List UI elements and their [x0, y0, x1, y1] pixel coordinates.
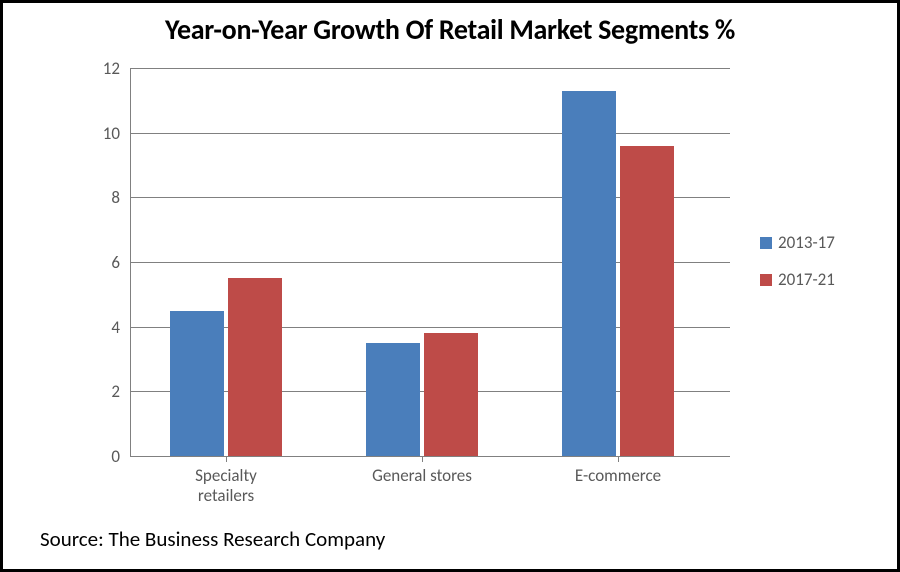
y-tick-label: 0 — [80, 446, 120, 467]
bar — [170, 311, 224, 457]
y-tick-label: 4 — [80, 317, 120, 338]
x-tick — [618, 456, 619, 462]
legend-swatch — [760, 237, 772, 249]
plot-area: 024681012SpecialtyretailersGeneral store… — [130, 68, 730, 456]
x-axis — [130, 456, 730, 457]
gridline — [130, 68, 730, 69]
gridline — [130, 133, 730, 134]
legend-item: 2013-17 — [760, 232, 835, 253]
y-tick-label: 2 — [80, 381, 120, 402]
category-label: E-commerce — [548, 466, 688, 486]
bar — [620, 146, 674, 456]
legend: 2013-17 2017-21 — [760, 232, 835, 306]
source-text: Source: The Business Research Company — [40, 526, 385, 552]
bar — [562, 91, 616, 456]
y-axis — [130, 68, 131, 456]
bar — [228, 278, 282, 456]
y-tick-label: 10 — [80, 123, 120, 144]
bar — [366, 343, 420, 456]
y-tick-label: 6 — [80, 252, 120, 273]
category-label: Specialtyretailers — [156, 466, 296, 507]
y-tick-label: 8 — [80, 187, 120, 208]
bar — [424, 333, 478, 456]
x-tick — [422, 456, 423, 462]
y-tick-label: 12 — [80, 58, 120, 79]
legend-swatch — [760, 274, 772, 286]
chart-title: Year-on-Year Growth Of Retail Market Seg… — [0, 12, 900, 47]
legend-label: 2017-21 — [778, 269, 835, 290]
x-tick — [226, 456, 227, 462]
category-label: General stores — [352, 466, 492, 486]
legend-item: 2017-21 — [760, 269, 835, 290]
legend-label: 2013-17 — [778, 232, 835, 253]
